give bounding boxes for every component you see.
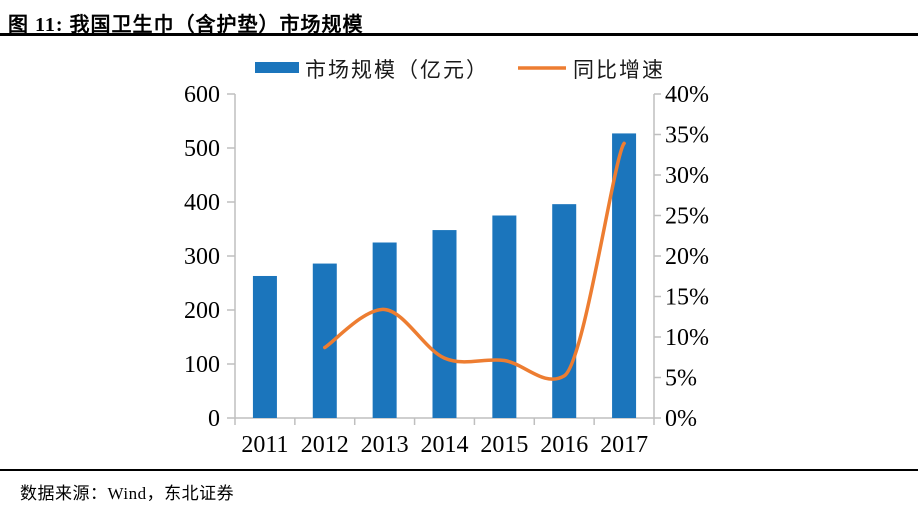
x-tick-label-2014: 2014 bbox=[421, 432, 469, 458]
y-right-tick-label: 30% bbox=[665, 163, 709, 189]
figure-header: 图 11: 我国卫生巾（含护垫）市场规模 bbox=[0, 0, 918, 36]
y-right-tick-label: 15% bbox=[665, 285, 709, 311]
growth-line-path bbox=[323, 141, 626, 381]
x-tick-label-2011: 2011 bbox=[241, 432, 288, 458]
chart-legend: 市场规模（亿元） 同比增速 bbox=[255, 58, 665, 82]
y-left-tick-label: 300 bbox=[184, 244, 220, 270]
y-right-tick-label: 20% bbox=[665, 244, 709, 270]
x-tick-label-2017: 2017 bbox=[600, 432, 648, 458]
bars-series bbox=[252, 133, 637, 419]
x-tick-label-2016: 2016 bbox=[540, 432, 588, 458]
bar-2014 bbox=[432, 230, 457, 418]
bar-2016 bbox=[552, 204, 577, 418]
bar-2013 bbox=[372, 242, 397, 418]
y-right-tick-label: 10% bbox=[665, 325, 709, 351]
x-tick-label-2012: 2012 bbox=[301, 432, 349, 458]
y-right-tick-label: 5% bbox=[665, 366, 697, 392]
growth-line-series bbox=[323, 141, 626, 381]
y-right-tick-label: 35% bbox=[665, 123, 709, 149]
y-left-tick-label: 0 bbox=[208, 406, 220, 432]
bar-2011 bbox=[252, 275, 277, 418]
figure-footer: 数据来源：Wind，东北证券 bbox=[0, 469, 918, 522]
bar-2015 bbox=[492, 215, 517, 418]
bar-2017 bbox=[612, 133, 637, 419]
y-left-tick-label: 200 bbox=[184, 298, 220, 324]
legend-bar-label: 市场规模（亿元） bbox=[305, 58, 489, 82]
y-right-tick-label: 25% bbox=[665, 204, 709, 230]
y-left-tick-label: 100 bbox=[184, 352, 220, 378]
figure-title: 图 11: 我国卫生巾（含护垫）市场规模 bbox=[8, 14, 364, 36]
y-left-tick-label: 600 bbox=[184, 82, 220, 108]
y-left-tick-label: 400 bbox=[184, 190, 220, 216]
y-axis-left-labels: 0 100 200 300 400 500 600 bbox=[184, 82, 220, 432]
y-right-tick-label: 40% bbox=[665, 82, 709, 108]
y-left-tick-label: 500 bbox=[184, 136, 220, 162]
data-source: 数据来源：Wind，东北证券 bbox=[20, 484, 235, 503]
legend-line-label: 同比增速 bbox=[573, 58, 665, 82]
x-tick-label-2013: 2013 bbox=[361, 432, 409, 458]
legend-bar-swatch-icon bbox=[255, 62, 299, 73]
x-axis-labels: 2011 2012 2013 2014 2015 2016 2017 bbox=[241, 432, 648, 458]
x-tick-label-2015: 2015 bbox=[480, 432, 528, 458]
y-right-tick-label: 0% bbox=[665, 406, 697, 432]
y-axis-right-labels: 0% 5% 10% 15% 20% 25% 30% 35% 40% bbox=[665, 82, 709, 432]
